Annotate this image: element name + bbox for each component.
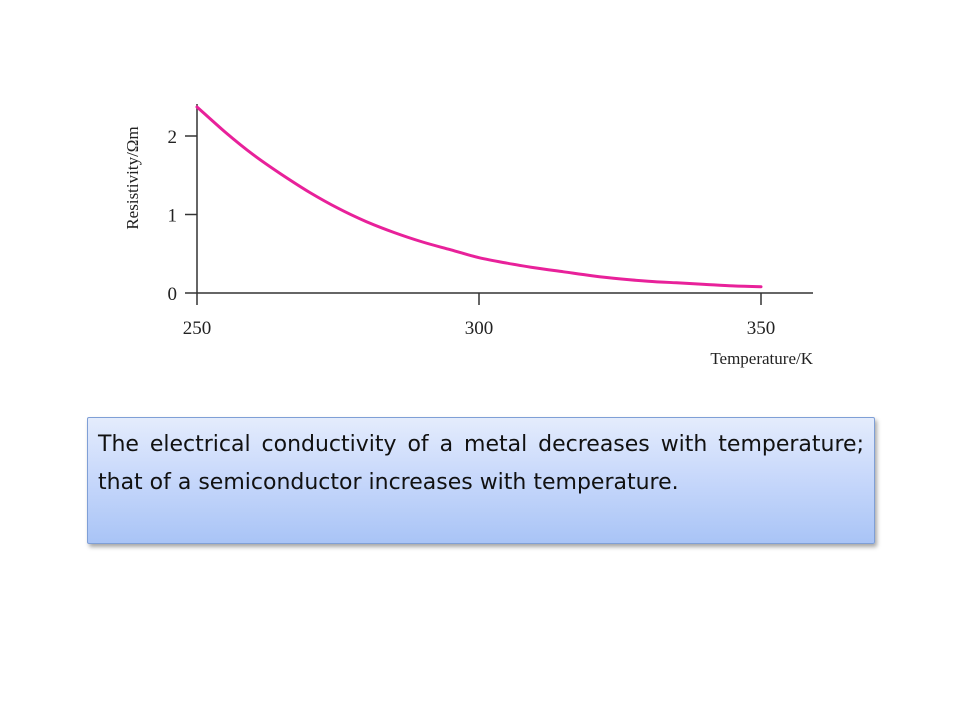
x-tick-label: 350 — [747, 318, 776, 339]
caption-box: The electrical conductivity of a metal d… — [87, 417, 875, 544]
y-tick-label: 1 — [168, 206, 178, 227]
ticks: 250 300 350 0 1 2 — [168, 127, 776, 339]
x-tick-label: 300 — [465, 318, 494, 339]
resistivity-curve — [195, 105, 763, 289]
y-tick-label: 0 — [168, 284, 178, 305]
y-axis-title: Resistivity/Ωm — [123, 126, 142, 229]
y-tick-label: 2 — [168, 127, 178, 148]
axes — [196, 104, 813, 294]
x-tick-label: 250 — [183, 318, 212, 339]
caption-text: The electrical conductivity of a metal d… — [98, 432, 864, 495]
resistivity-chart: 250 300 350 0 1 2 Resistivity/Ωm Temperature/… — [123, 104, 814, 368]
x-axis-title: Temperature/K — [710, 349, 813, 368]
